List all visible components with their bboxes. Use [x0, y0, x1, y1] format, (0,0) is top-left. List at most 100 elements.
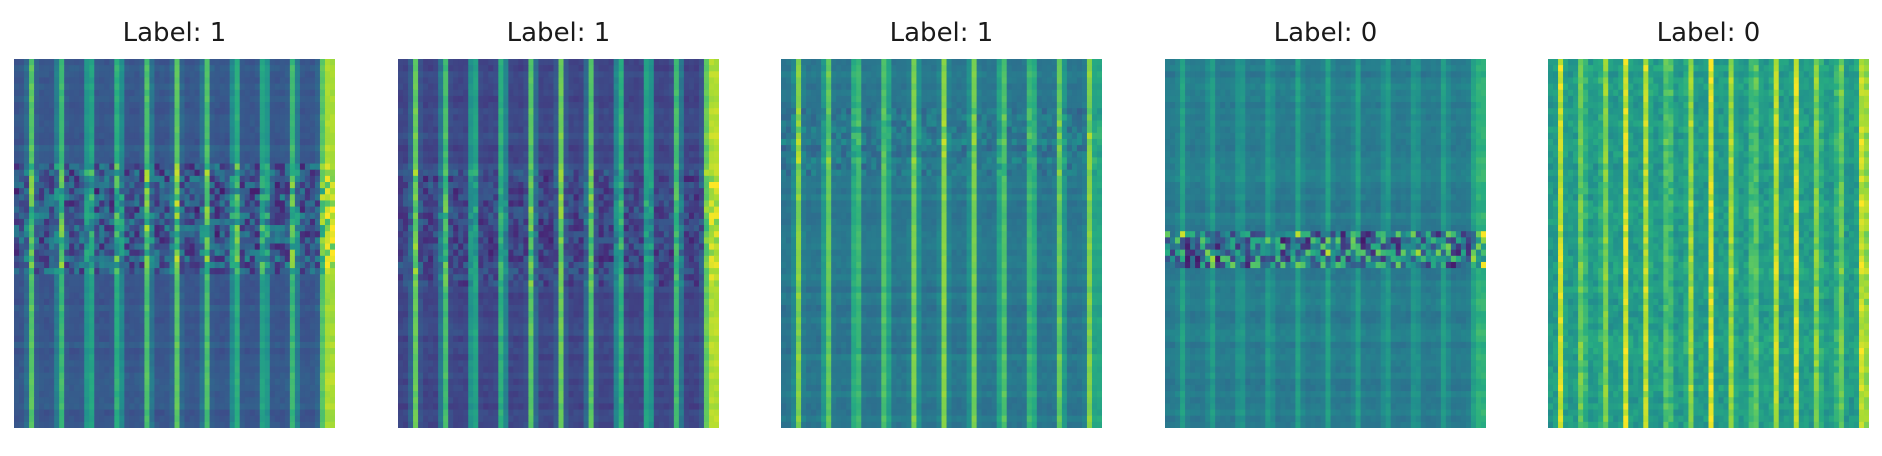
heatmap-cell — [319, 292, 326, 300]
heatmap-cell — [458, 102, 464, 109]
heatmap-cell — [84, 182, 90, 189]
heatmap-cell — [194, 329, 201, 337]
heatmap-cell — [44, 249, 50, 257]
heatmap-cell — [324, 59, 331, 66]
heatmap-cell — [274, 341, 281, 349]
heatmap-cell — [194, 366, 201, 374]
heatmap-cell — [279, 286, 286, 294]
heatmap-cell — [443, 151, 449, 158]
heatmap-cell — [209, 182, 216, 189]
heatmap-cell — [69, 249, 75, 257]
heatmap-cell — [114, 120, 120, 128]
heatmap-cell — [309, 415, 316, 423]
heatmap-cell — [468, 108, 474, 115]
heatmap-cell — [199, 151, 206, 158]
heatmap-cell — [518, 120, 524, 128]
heatmap-cell — [129, 59, 135, 66]
heatmap-cell — [29, 77, 35, 85]
heatmap-cell — [244, 206, 251, 214]
heatmap-cell — [224, 274, 231, 281]
heatmap-cell — [49, 200, 55, 208]
heatmap-cell — [713, 71, 719, 79]
heatmap-cell — [14, 188, 20, 195]
heatmap-cell — [314, 421, 321, 428]
heatmap-cell — [488, 151, 494, 158]
heatmap-cell — [648, 138, 655, 146]
heatmap-cell — [244, 212, 251, 220]
heatmap-cell — [548, 138, 555, 146]
heatmap-cell — [44, 212, 50, 220]
heatmap-cell — [219, 71, 226, 79]
heatmap-cell — [24, 194, 30, 202]
heatmap-cell — [204, 175, 211, 183]
heatmap-cell — [648, 151, 655, 158]
heatmap-cell — [14, 329, 20, 337]
heatmap-cell — [84, 200, 90, 208]
heatmap-cell — [234, 261, 241, 269]
heatmap-cell — [678, 145, 685, 152]
heatmap-cell — [214, 292, 221, 300]
heatmap-cell — [254, 132, 261, 140]
heatmap-cell — [269, 255, 276, 263]
heatmap-cell — [49, 311, 55, 318]
heatmap-cell — [274, 132, 281, 140]
heatmap-cell — [94, 372, 100, 380]
heatmap-cell — [608, 138, 615, 146]
heatmap-cell — [229, 59, 236, 66]
heatmap-cell — [314, 175, 321, 183]
heatmap-cell — [119, 286, 125, 294]
heatmap-cell — [69, 268, 75, 275]
heatmap-cell — [314, 102, 321, 109]
heatmap-cell — [304, 384, 311, 392]
heatmap-cell — [189, 397, 196, 404]
heatmap-cell — [149, 323, 156, 331]
heatmap-cell — [279, 126, 286, 134]
heatmap-cell — [513, 102, 519, 109]
heatmap-cell — [259, 182, 266, 189]
heatmap-cell — [139, 305, 146, 312]
heatmap-cell — [249, 126, 256, 134]
heatmap-cell — [44, 182, 50, 189]
heatmap-cell — [194, 231, 201, 238]
heatmap-cell — [159, 268, 166, 275]
heatmap-cell — [99, 415, 105, 423]
heatmap-cell — [139, 341, 146, 349]
heatmap-cell — [259, 225, 266, 232]
heatmap-cell — [149, 83, 156, 91]
heatmap-cell — [29, 95, 35, 103]
heatmap-cell — [109, 335, 115, 343]
heatmap-cell — [49, 323, 55, 331]
heatmap-cell — [289, 89, 296, 97]
heatmap-cell — [319, 188, 326, 195]
heatmap-cell — [573, 108, 580, 115]
heatmap-cell — [523, 138, 530, 146]
heatmap-cell — [279, 218, 286, 226]
heatmap-cell — [703, 126, 710, 134]
heatmap-cell — [483, 138, 489, 146]
heatmap-cell — [618, 126, 625, 134]
heatmap-cell — [34, 384, 40, 392]
heatmap-cell — [59, 305, 65, 312]
heatmap-cell — [264, 108, 271, 115]
heatmap-cell — [558, 77, 565, 85]
heatmap-cell — [19, 231, 25, 238]
heatmap-cell — [119, 231, 125, 238]
heatmap-cell — [184, 59, 191, 66]
heatmap-cell — [304, 206, 311, 214]
heatmap-cell — [204, 145, 211, 152]
heatmap-cell — [408, 71, 414, 79]
heatmap-cell — [44, 409, 50, 417]
heatmap-cell — [39, 372, 45, 380]
heatmap-cell — [254, 212, 261, 220]
heatmap-cell — [129, 120, 135, 128]
heatmap-cell — [294, 188, 301, 195]
heatmap-cell — [693, 77, 700, 85]
heatmap-cell — [179, 329, 186, 337]
heatmap-cell — [239, 323, 246, 331]
heatmap-cell — [264, 231, 271, 238]
heatmap-cell — [234, 225, 241, 232]
heatmap-cell — [663, 120, 670, 128]
heatmap-cell — [483, 59, 489, 66]
heatmap-cell — [488, 138, 494, 146]
heatmap-cell — [608, 83, 615, 91]
